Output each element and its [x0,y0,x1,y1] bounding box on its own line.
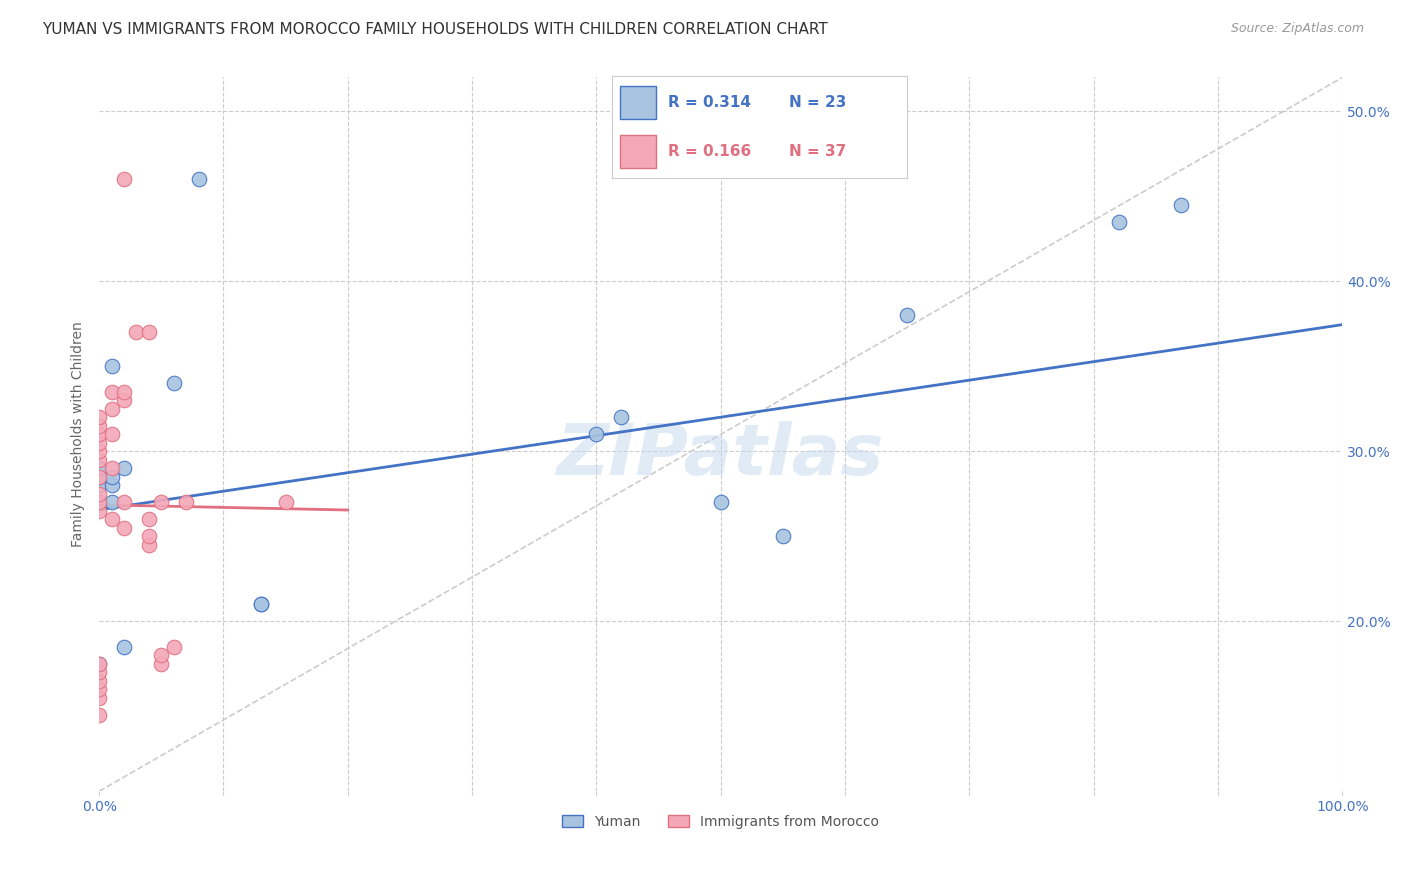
Text: ZIPatlas: ZIPatlas [557,421,884,491]
Point [163,376,186,391]
Text: N = 23: N = 23 [789,95,846,110]
Point [89,487,111,501]
FancyBboxPatch shape [620,87,655,119]
Point [89,427,111,442]
Point [89,673,111,688]
Point [585,427,607,442]
Point [89,495,111,509]
Point [138,512,160,526]
Point [89,453,111,467]
Legend: Yuman, Immigrants from Morocco: Yuman, Immigrants from Morocco [557,809,884,834]
Text: N = 37: N = 37 [789,145,846,160]
Point [112,495,135,509]
Point [89,470,111,484]
Point [100,401,122,416]
Point [150,648,173,663]
Point [89,682,111,697]
Point [138,529,160,543]
Point [100,359,122,374]
Point [100,427,122,442]
Point [610,410,633,425]
Point [274,495,297,509]
Point [896,309,918,323]
Point [112,384,135,399]
Point [249,597,271,611]
Point [89,444,111,458]
Point [112,640,135,654]
Text: YUMAN VS IMMIGRANTS FROM MOROCCO FAMILY HOUSEHOLDS WITH CHILDREN CORRELATION CHA: YUMAN VS IMMIGRANTS FROM MOROCCO FAMILY … [42,22,828,37]
Point [100,461,122,475]
Point [89,657,111,671]
Point [89,470,111,484]
Y-axis label: Family Households with Children: Family Households with Children [72,321,86,547]
Point [1108,215,1130,229]
Point [112,172,135,186]
Point [89,418,111,433]
Point [89,495,111,509]
Point [1170,198,1192,212]
Point [89,690,111,705]
Point [112,393,135,408]
Point [150,495,173,509]
Point [174,495,197,509]
Point [89,461,111,475]
Point [112,521,135,535]
Point [710,495,733,509]
Point [100,384,122,399]
Point [112,461,135,475]
Point [89,707,111,722]
Point [150,657,173,671]
Text: Source: ZipAtlas.com: Source: ZipAtlas.com [1230,22,1364,36]
Point [163,640,186,654]
Point [89,504,111,518]
Point [100,470,122,484]
Point [100,478,122,492]
Point [89,665,111,680]
Point [138,326,160,340]
Text: R = 0.166: R = 0.166 [668,145,751,160]
Point [100,495,122,509]
Point [125,326,148,340]
Point [249,597,271,611]
Point [100,512,122,526]
Point [647,818,669,832]
Point [772,529,794,543]
Point [138,538,160,552]
Point [187,172,209,186]
Text: R = 0.314: R = 0.314 [668,95,751,110]
FancyBboxPatch shape [620,136,655,168]
Point [89,478,111,492]
Point [89,435,111,450]
Point [89,410,111,425]
Point [89,657,111,671]
